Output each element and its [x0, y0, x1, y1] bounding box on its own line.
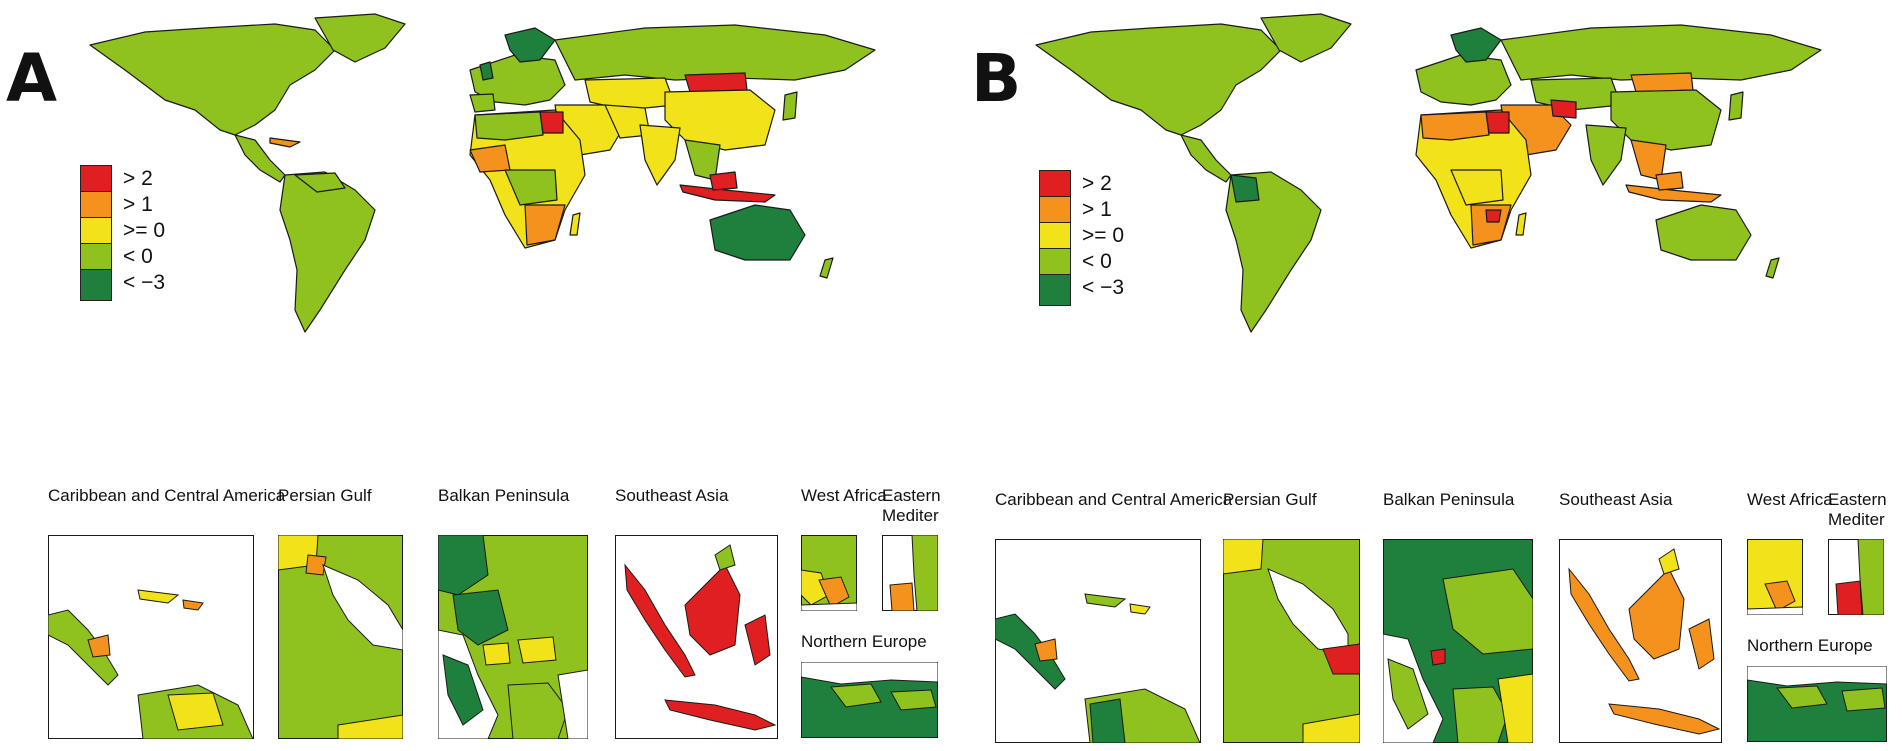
inset-title: Eastern Mediter	[882, 486, 941, 525]
venezuela	[294, 172, 346, 193]
greenland	[314, 13, 406, 63]
iberia	[469, 93, 496, 113]
colombia	[1230, 174, 1260, 203]
panel-a: A	[6, 13, 941, 739]
cuba	[269, 137, 301, 148]
china	[1610, 89, 1722, 151]
world-map	[1035, 13, 1822, 333]
legend-label: > 2	[123, 167, 153, 190]
world-map	[89, 13, 876, 333]
inset-eastern-mediterranean	[1828, 539, 1884, 615]
north-africa	[474, 111, 544, 141]
north-america	[1035, 23, 1282, 136]
scandinavia	[504, 27, 556, 63]
europe	[1415, 54, 1512, 106]
inset-title: Caribbean and Central America	[995, 490, 1233, 509]
inset-west-africa	[1747, 539, 1803, 615]
inset-balkan	[438, 535, 588, 739]
inset-eastern-mediterranean	[882, 535, 938, 611]
inset-title: West Africa	[801, 486, 887, 505]
north-america	[89, 23, 336, 136]
west-africa	[469, 144, 511, 173]
inset-title: Persian Gulf	[278, 486, 372, 505]
japan	[1728, 91, 1744, 121]
legend-label: > 2	[1082, 172, 1112, 195]
inset-title: Southeast Asia	[1559, 490, 1673, 509]
zimbabwe	[1485, 209, 1502, 223]
inset-title: West Africa	[1747, 490, 1833, 509]
china	[664, 89, 776, 151]
inset-northern-europe	[1747, 666, 1887, 742]
scandinavia	[1450, 27, 1502, 63]
north-africa	[1420, 111, 1490, 141]
inset-title: Persian Gulf	[1223, 490, 1317, 509]
legend-label: >= 0	[123, 219, 166, 242]
inset-title: Northern Europe	[801, 632, 927, 651]
inset-persian-gulf	[1223, 539, 1360, 743]
mongolia	[684, 72, 748, 93]
australia	[1655, 204, 1752, 261]
inset-northern-europe	[801, 662, 938, 738]
legend-label: < 0	[1082, 250, 1112, 273]
mongolia	[1630, 72, 1694, 93]
new-zealand	[1765, 257, 1780, 279]
madagascar	[1515, 212, 1527, 236]
south-america	[1225, 171, 1322, 333]
legend-label: < 0	[123, 245, 153, 268]
panel-letter: B	[971, 40, 1022, 117]
indonesia	[1625, 184, 1722, 203]
inset-title: Caribbean and Central America	[48, 486, 286, 505]
madagascar	[569, 212, 581, 236]
legend-label: >= 0	[1082, 224, 1125, 247]
legend-label: < −3	[123, 271, 166, 294]
uk	[479, 61, 494, 81]
indonesia	[679, 184, 776, 203]
borneo	[709, 171, 738, 191]
egypt	[1485, 111, 1510, 134]
greenland	[1260, 13, 1352, 63]
panel-b: B	[951, 0, 1902, 751]
southern-africa	[1470, 204, 1512, 246]
iran	[1550, 99, 1577, 119]
inset-title: Southeast Asia	[615, 486, 729, 505]
legend-swatch	[80, 269, 112, 301]
inset-title: Eastern Mediter	[1828, 490, 1887, 529]
inset-southeast-asia	[1559, 539, 1722, 743]
inset-southeast-asia	[615, 535, 778, 739]
inset-title: Balkan Peninsula	[1383, 490, 1515, 509]
russia	[554, 24, 876, 81]
inset-title: Northern Europe	[1747, 636, 1873, 655]
central-america	[234, 134, 286, 183]
india	[1585, 124, 1627, 186]
new-zealand	[819, 257, 834, 279]
india	[639, 124, 681, 186]
russia	[1500, 24, 1822, 81]
borneo	[1655, 171, 1684, 191]
central-africa	[504, 169, 558, 206]
southern-africa	[524, 204, 566, 246]
south-america	[279, 171, 376, 333]
egypt	[539, 111, 564, 134]
inset-caribbean	[48, 535, 254, 739]
australia	[709, 204, 806, 261]
inset-persian-gulf	[278, 535, 403, 739]
inset-balkan	[1383, 539, 1533, 743]
legend-label: > 1	[123, 193, 153, 216]
inset-west-africa	[801, 535, 857, 611]
inset-caribbean	[995, 539, 1201, 743]
panel-letter: A	[6, 40, 58, 117]
inset-title: Balkan Peninsula	[438, 486, 570, 505]
japan	[782, 91, 798, 121]
legend-swatch	[1039, 274, 1071, 306]
legend-label: < −3	[1082, 276, 1125, 299]
kazakhstan	[584, 77, 676, 111]
legend-label: > 1	[1082, 198, 1112, 221]
central-america	[1180, 134, 1232, 183]
central-africa	[1450, 169, 1504, 206]
